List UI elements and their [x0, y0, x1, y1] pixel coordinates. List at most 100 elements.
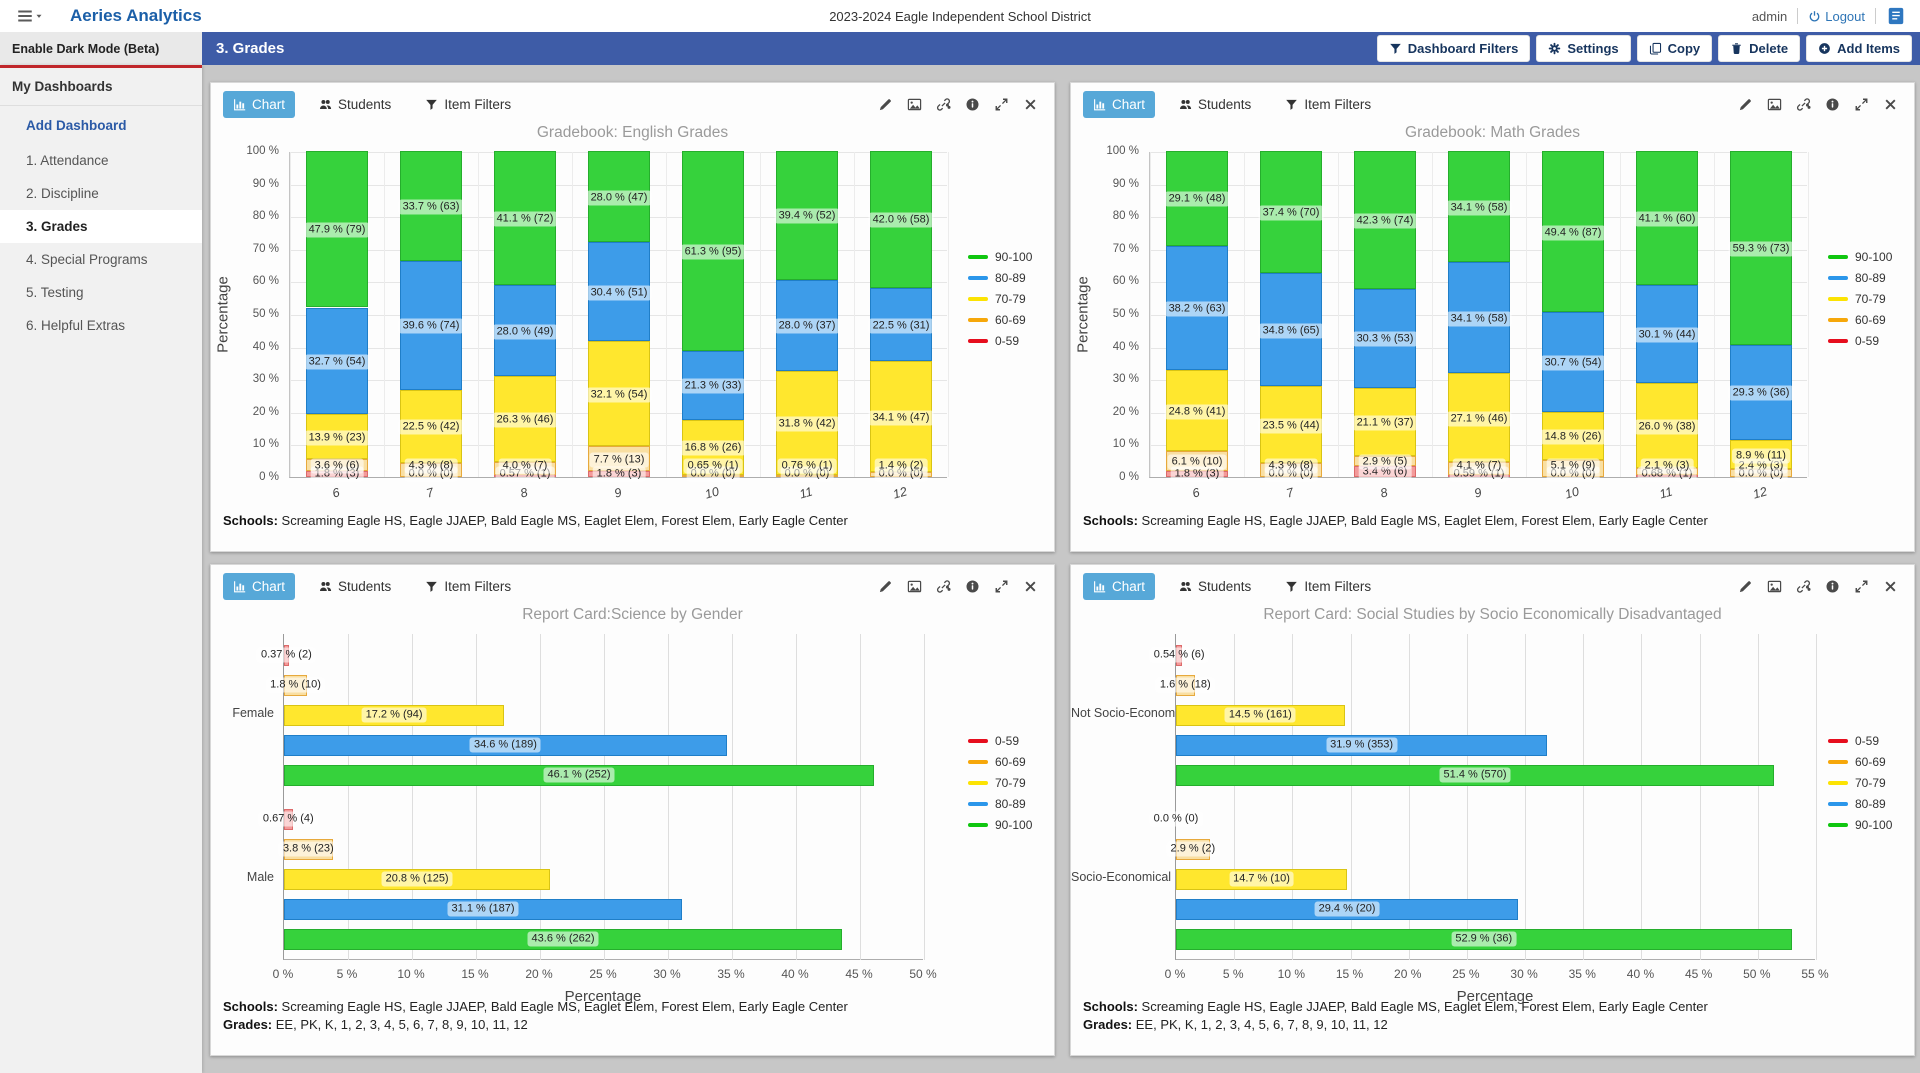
tab-chart[interactable]: Chart	[223, 91, 296, 118]
bar-value-label: 0.67 % (4)	[258, 811, 318, 827]
close-icon[interactable]	[1023, 97, 1038, 112]
y-axis-tick: 30 %	[1112, 373, 1139, 386]
x-axis-category: 11	[797, 484, 815, 502]
expand-icon[interactable]	[994, 97, 1009, 112]
gridline	[854, 152, 855, 477]
x-axis-category: 7	[1284, 485, 1296, 501]
dark-mode-toggle[interactable]: Enable Dark Mode (Beta)	[0, 32, 202, 65]
legend-item-0-59[interactable]: 0-59	[968, 334, 1032, 348]
bar-value-label: 33.7 % (63)	[398, 199, 464, 215]
y-axis-tick: 30 %	[252, 373, 279, 386]
notebook-icon[interactable]	[1886, 6, 1906, 26]
info-icon[interactable]	[1825, 579, 1840, 594]
tab-item-filters[interactable]: Item Filters	[415, 573, 521, 600]
legend-item-90-100[interactable]: 90-100	[968, 250, 1032, 264]
export-image-icon[interactable]	[1767, 579, 1782, 594]
expand-icon[interactable]	[994, 579, 1009, 594]
export-image-icon[interactable]	[907, 579, 922, 594]
sidebar-item-helpful-extras[interactable]: 6. Helpful Extras	[26, 318, 126, 333]
bar-value-label: 28.0 % (49)	[492, 324, 558, 340]
legend-item-60-69[interactable]: 60-69	[1828, 755, 1892, 769]
legend-item-70-79[interactable]: 70-79	[1828, 776, 1892, 790]
tab-students[interactable]: Students	[1169, 573, 1261, 600]
legend-item-80-89[interactable]: 80-89	[968, 271, 1032, 285]
tab-students[interactable]: Students	[309, 91, 401, 118]
expand-icon[interactable]	[1854, 579, 1869, 594]
expand-icon[interactable]	[1854, 97, 1869, 112]
app-brand[interactable]: Aeries Analytics	[70, 6, 202, 25]
bar-value-label: 31.9 % (353)	[1326, 737, 1398, 753]
dashboard-filters-button[interactable]: Dashboard Filters	[1376, 35, 1531, 62]
chart-legend: 0-59 60-69 70-79 80-89 90-100	[968, 734, 1032, 839]
close-icon[interactable]	[1883, 97, 1898, 112]
add-items-button[interactable]: Add Items	[1806, 35, 1912, 62]
x-axis-tick: 0 %	[272, 967, 294, 981]
sidebar-item-special-programs[interactable]: 4. Special Programs	[26, 252, 148, 267]
x-axis-category: 12	[891, 484, 909, 502]
info-icon[interactable]	[965, 579, 980, 594]
x-axis-tick: 5 %	[336, 967, 358, 981]
menu-button[interactable]	[16, 7, 44, 25]
grades-list: EE, PK, K, 1, 2, 3, 4, 5, 6, 7, 8, 9, 10…	[275, 1017, 528, 1032]
tab-chart[interactable]: Chart	[223, 573, 296, 600]
close-icon[interactable]	[1023, 579, 1038, 594]
tab-item-filters[interactable]: Item Filters	[1275, 91, 1381, 118]
copy-button[interactable]: Copy	[1636, 35, 1713, 62]
students-icon	[1179, 580, 1192, 593]
sidebar-item-discipline[interactable]: 2. Discipline	[26, 186, 99, 201]
edit-pencil-icon[interactable]	[878, 97, 893, 112]
tab-item-filters[interactable]: Item Filters	[415, 91, 521, 118]
sidebar-item-attendance[interactable]: 1. Attendance	[26, 153, 109, 168]
tab-chart[interactable]: Chart	[1083, 91, 1156, 118]
edit-pencil-icon[interactable]	[1738, 97, 1753, 112]
legend-item-90-100[interactable]: 90-100	[1828, 818, 1892, 832]
legend-item-60-69[interactable]: 60-69	[1828, 313, 1892, 327]
x-axis-tick: 35 %	[1568, 967, 1596, 981]
chart-canvas: 0.54 % (6) 1.6 % (18) 14.5 % (161) 31.9 % (…	[1071, 626, 1914, 1005]
tab-students[interactable]: Students	[309, 573, 401, 600]
gridline	[1234, 634, 1236, 960]
bar-value-label: 31.8 % (42)	[774, 416, 840, 432]
export-image-icon[interactable]	[1767, 97, 1782, 112]
legend-item-80-89[interactable]: 80-89	[1828, 797, 1892, 811]
legend-item-0-59[interactable]: 0-59	[1828, 734, 1892, 748]
y-axis-tick: 70 %	[252, 242, 279, 255]
legend-item-60-69[interactable]: 60-69	[968, 755, 1032, 769]
legend-item-60-69[interactable]: 60-69	[968, 313, 1032, 327]
sidebar-item-testing[interactable]: 5. Testing	[26, 285, 84, 300]
settings-button[interactable]: Settings	[1536, 35, 1631, 62]
plot-area: 0.37 % (2) 1.8 % (10) 17.2 % (94) 34.6 % (1…	[256, 634, 925, 960]
gridline	[1526, 152, 1527, 477]
legend-item-80-89[interactable]: 80-89	[1828, 271, 1892, 285]
panel-tab-bar: Chart Students Item Filters	[211, 83, 1054, 122]
y-axis-category: Male	[246, 870, 274, 884]
tab-item-filters[interactable]: Item Filters	[1275, 573, 1381, 600]
tab-students[interactable]: Students	[1169, 91, 1261, 118]
link-icon[interactable]	[936, 579, 951, 594]
legend-item-90-100[interactable]: 90-100	[968, 818, 1032, 832]
legend-item-80-89[interactable]: 80-89	[968, 797, 1032, 811]
y-axis-tick: 80 %	[1112, 210, 1139, 223]
edit-pencil-icon[interactable]	[878, 579, 893, 594]
info-icon[interactable]	[965, 97, 980, 112]
sidebar-item-grades[interactable]: 3. Grades	[0, 210, 202, 243]
edit-pencil-icon[interactable]	[1738, 579, 1753, 594]
legend-item-0-59[interactable]: 0-59	[968, 734, 1032, 748]
legend-item-70-79[interactable]: 70-79	[968, 292, 1032, 306]
logout-button[interactable]: Logout	[1808, 9, 1865, 24]
legend-item-90-100[interactable]: 90-100	[1828, 250, 1892, 264]
close-icon[interactable]	[1883, 579, 1898, 594]
legend-item-0-59[interactable]: 0-59	[1828, 334, 1892, 348]
info-icon[interactable]	[1825, 97, 1840, 112]
bar-value-label: 23.5 % (44)	[1258, 418, 1324, 434]
link-icon[interactable]	[1796, 97, 1811, 112]
tab-chart[interactable]: Chart	[1083, 573, 1156, 600]
link-icon[interactable]	[1796, 579, 1811, 594]
export-image-icon[interactable]	[907, 97, 922, 112]
link-icon[interactable]	[936, 97, 951, 112]
chart-title: Report Card:Science by Gender	[522, 606, 743, 623]
add-dashboard-link[interactable]: Add Dashboard	[26, 118, 127, 133]
legend-item-70-79[interactable]: 70-79	[1828, 292, 1892, 306]
delete-button[interactable]: Delete	[1718, 35, 1801, 62]
legend-item-70-79[interactable]: 70-79	[968, 776, 1032, 790]
